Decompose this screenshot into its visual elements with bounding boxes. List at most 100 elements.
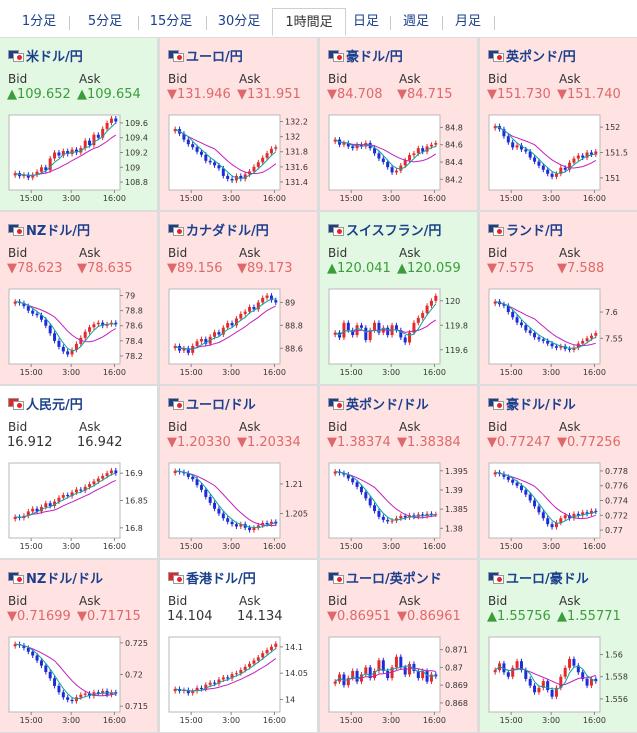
mini-candlestick-chart[interactable]: 89 88.8 88.6 15:00 3:00 16:00 <box>168 288 310 376</box>
tab-30min[interactable]: 30分足 <box>217 14 261 29</box>
pair-title[interactable]: 香港ドル/円 <box>168 568 256 587</box>
currency-pair-card[interactable]: ユーロ/英ポンド Bid Ask ▼0.86951 ▼0.86961 0.871 0.87 0… <box>320 560 477 732</box>
tab-weekly[interactable]: 週足 <box>402 14 429 29</box>
mini-candlestick-chart[interactable]: 120 119.8 119.6 15:00 3:00 16:00 <box>328 288 470 376</box>
mini-candlestick-chart[interactable]: 0.778 0.776 0.774 0.772 0.77 15:00 3:00 16:00 <box>488 462 630 550</box>
pair-title[interactable]: スイスフラン/円 <box>328 220 441 239</box>
candle-body <box>368 667 372 679</box>
currency-pair-card[interactable]: スイスフラン/円 Bid Ask ▲120.041 ▲120.059 120 119.8 11… <box>320 212 477 384</box>
x-tick-label: 16:00 <box>263 716 286 724</box>
candle-body <box>425 146 429 152</box>
candle-body <box>114 322 118 325</box>
currency-pair-card[interactable]: ランド/円 Bid Ask ▼7.575 ▼7.588 7.6 7.55 15:00 3:00 1… <box>480 212 637 384</box>
mini-candlestick-chart[interactable]: 109.6 109.4 109.2 109 108.8 15:00 3:00 16:00 <box>8 114 150 202</box>
pair-name[interactable]: ユーロ/ドル <box>186 398 256 413</box>
candle-body <box>394 518 398 521</box>
currency-pair-card[interactable]: カナダドル/円 Bid Ask ▼89.156 ▼89.173 89 88.8 88.6 15:… <box>160 212 317 384</box>
pair-name[interactable]: スイスフラン/円 <box>346 224 442 239</box>
currency-pair-card[interactable]: 英ポンド/円 Bid Ask ▼151.730 ▼151.740 152 151.5 151 1… <box>480 38 637 210</box>
pair-name[interactable]: カナダドル/円 <box>186 224 269 239</box>
pair-name[interactable]: 英ポンド/円 <box>506 50 576 65</box>
mini-candlestick-chart[interactable]: 7.6 7.55 15:00 3:00 16:00 <box>488 288 630 376</box>
currency-pair-card[interactable]: 豪ドル/円 Bid Ask ▼84.708 ▼84.715 84.8 84.6 84.4 84.… <box>320 38 477 210</box>
bid-value: ▼84.708 <box>327 87 383 102</box>
mini-candlestick-chart[interactable]: 0.725 0.72 0.715 15:00 3:00 16:00 <box>8 636 150 724</box>
candle-body <box>173 129 177 132</box>
currency-pair-card[interactable]: 人民元/円 Bid Ask 16.912 16.942 16.9 16.85 16.8 15:0… <box>0 386 157 558</box>
candle-body <box>186 473 190 477</box>
currency-pair-card[interactable]: 豪ドル/ドル Bid Ask ▼0.77247 ▼0.77256 0.778 0.776 0.… <box>480 386 637 558</box>
tab-1min[interactable]: 1分足 <box>21 14 57 29</box>
pair-title[interactable]: 人民元/円 <box>8 394 83 413</box>
pair-title[interactable]: ユーロ/円 <box>168 46 243 65</box>
tab-1hour[interactable]: 1時間足 <box>272 8 346 36</box>
tab-daily[interactable]: 日足 <box>352 14 379 29</box>
moving-average-long-line <box>495 125 597 169</box>
bid-label: Bid <box>168 246 188 260</box>
mini-candlestick-chart[interactable]: 16.9 16.85 16.8 15:00 3:00 16:00 <box>8 462 150 550</box>
candle-body <box>39 167 43 172</box>
candle-body <box>421 313 425 318</box>
pair-name[interactable]: ユーロ/円 <box>186 50 243 65</box>
pair-title[interactable]: 米ドル/円 <box>8 46 83 65</box>
tab-5min[interactable]: 5分足 <box>87 14 123 29</box>
pair-title[interactable]: ユーロ/豪ドル <box>488 568 589 587</box>
candle-body <box>13 516 17 520</box>
pair-name[interactable]: ユーロ/豪ドル <box>506 572 589 587</box>
currency-pair-card[interactable]: NZドル/円 Bid Ask ▼78.623 ▼78.635 79 78.8 78.6 78.4… <box>0 212 157 384</box>
y-tick-label: 88.8 <box>285 321 303 330</box>
candle-body <box>226 677 230 679</box>
pair-title[interactable]: 英ポンド/ドル <box>328 394 429 413</box>
pair-title[interactable]: 豪ドル/ドル <box>488 394 576 413</box>
currency-pair-card[interactable]: NZドル/ドル Bid Ask ▼0.71699 ▼0.71715 0.725 0.72 0.… <box>0 560 157 732</box>
moving-average-short-line <box>175 648 277 692</box>
pair-name[interactable]: 豪ドル/円 <box>346 50 403 65</box>
candle-body <box>554 687 558 697</box>
pair-name[interactable]: NZドル/円 <box>26 224 91 239</box>
currency-pair-card[interactable]: ユーロ/ドル Bid Ask ▼1.20330 ▼1.20334 1.21 1.205 15:… <box>160 386 317 558</box>
mini-candlestick-chart[interactable]: 79 78.8 78.6 78.4 78.2 15:00 3:00 16:00 <box>8 288 150 376</box>
pair-title[interactable]: ランド/円 <box>488 220 563 239</box>
pair-name[interactable]: 人民元/円 <box>26 398 83 413</box>
pair-title[interactable]: NZドル/ドル <box>8 568 103 587</box>
candle-body <box>195 147 199 152</box>
pair-name[interactable]: 米ドル/円 <box>26 50 83 65</box>
tab-monthly[interactable]: 月足 <box>454 14 481 29</box>
mini-candlestick-chart[interactable]: 132.2 132 131.8 131.6 131.4 15:00 3:00 16:00 <box>168 114 310 202</box>
tab-separator <box>494 16 495 30</box>
tab-15min[interactable]: 15分足 <box>149 14 193 29</box>
currency-pair-card[interactable]: 英ポンド/ドル Bid Ask ▼1.38374 ▼1.38384 1.395 1.39 1.… <box>320 386 477 558</box>
candle-body <box>528 494 532 501</box>
mini-candlestick-chart[interactable]: 0.871 0.87 0.869 0.868 15:00 3:00 16:00 <box>328 636 470 724</box>
pair-name[interactable]: ユーロ/英ポンド <box>346 572 442 587</box>
candle-body <box>101 690 105 694</box>
pair-name[interactable]: NZドル/ドル <box>26 572 104 587</box>
currency-pair-card[interactable]: 米ドル/円 Bid Ask ▲109.652 ▲109.654 109.6 109.4 109… <box>0 38 157 210</box>
candle-body <box>234 318 238 326</box>
currency-pair-card[interactable]: ユーロ/豪ドル Bid Ask ▲1.55756 ▲1.55771 1.56 1.558 1.… <box>480 560 637 732</box>
pair-title[interactable]: ユーロ/ドル <box>168 394 256 413</box>
mini-candlestick-chart[interactable]: 1.395 1.39 1.385 1.38 15:00 3:00 16:00 <box>328 462 470 550</box>
x-tick-label: 16:00 <box>103 716 126 724</box>
pair-name[interactable]: 豪ドル/ドル <box>506 398 576 413</box>
mini-candlestick-chart[interactable]: 84.8 84.6 84.4 84.2 15:00 3:00 16:00 <box>328 114 470 202</box>
currency-pair-card[interactable]: ユーロ/円 Bid Ask ▼131.946 ▼131.951 132.2 132 131.8… <box>160 38 317 210</box>
y-tick-label: 0.774 <box>605 497 628 506</box>
pair-title[interactable]: 豪ドル/円 <box>328 46 403 65</box>
mini-candlestick-chart[interactable]: 14.1 14.05 14 15:00 3:00 16:00 <box>168 636 310 724</box>
x-tick-label: 16:00 <box>583 542 606 550</box>
pair-name[interactable]: 香港ドル/円 <box>186 572 256 587</box>
mini-candlestick-chart[interactable]: 152 151.5 151 15:00 3:00 16:00 <box>488 114 630 202</box>
pair-title[interactable]: カナダドル/円 <box>168 220 269 239</box>
pair-name[interactable]: 英ポンド/ドル <box>346 398 429 413</box>
mini-candlestick-chart[interactable]: 1.56 1.558 1.556 15:00 3:00 16:00 <box>488 636 630 724</box>
currency-pair-card[interactable]: 香港ドル/円 Bid Ask 14.104 14.134 14.1 14.05 14 15:00… <box>160 560 317 732</box>
pair-title[interactable]: ユーロ/英ポンド <box>328 568 442 587</box>
pair-name[interactable]: ランド/円 <box>506 224 563 239</box>
candle-body <box>421 670 425 679</box>
mini-candlestick-chart[interactable]: 1.21 1.205 15:00 3:00 16:00 <box>168 462 310 550</box>
plot-area <box>488 114 601 191</box>
ask-label: Ask <box>559 72 581 86</box>
pair-title[interactable]: NZドル/円 <box>8 220 90 239</box>
pair-title[interactable]: 英ポンド/円 <box>488 46 576 65</box>
